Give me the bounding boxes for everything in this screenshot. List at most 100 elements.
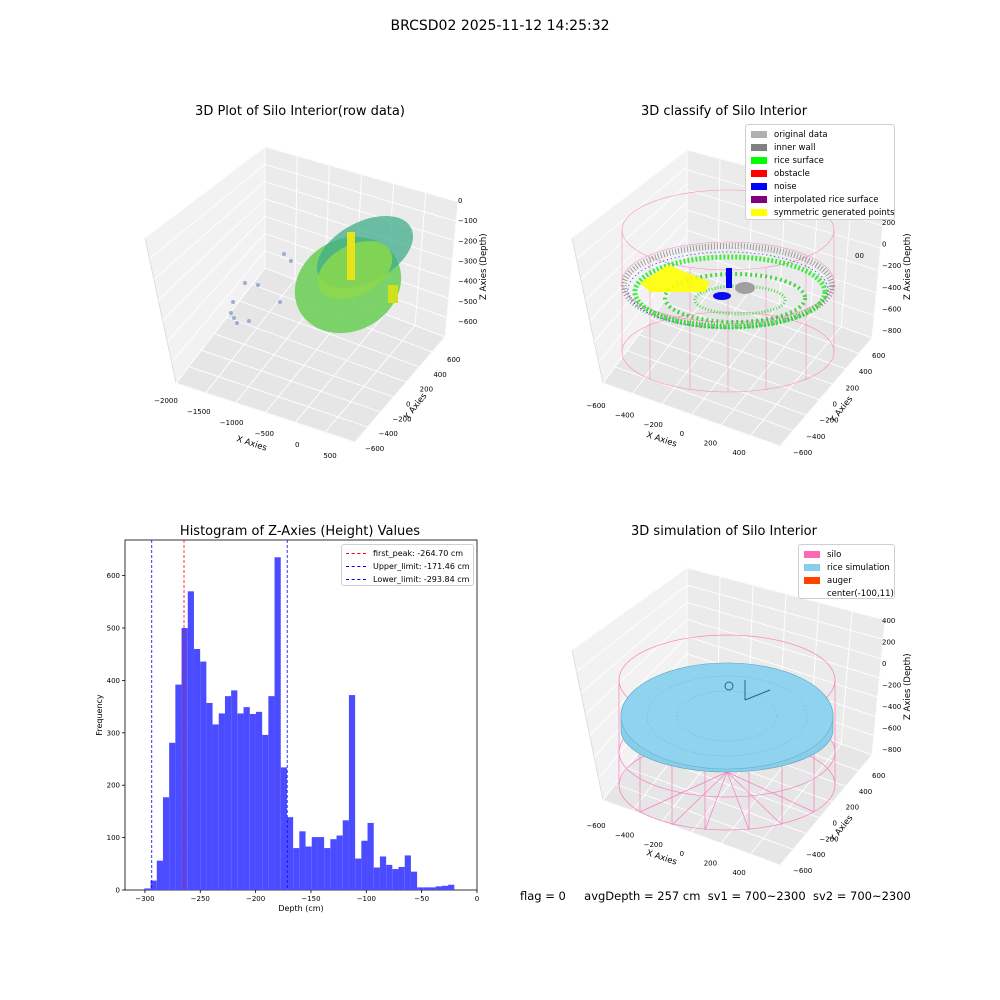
histogram-y-tick-label: 500 — [107, 625, 120, 633]
histogram-bar — [193, 648, 201, 890]
histogram-x-tick-label: −250 — [191, 895, 210, 903]
legend-line-sample — [346, 553, 366, 554]
histogram-bar — [324, 848, 331, 890]
legend-entry-center: center(-100,11) — [804, 587, 894, 600]
pane-grid-line — [264, 181, 455, 242]
histogram-bar — [224, 696, 232, 890]
x-tick-label: −1000 — [220, 419, 244, 427]
z-tick-label: −600 — [882, 305, 901, 313]
legend-entry-rice-simulation: rice simulation — [804, 561, 890, 574]
figure-suptitle: BRCSD02 2025-11-12 14:25:32 — [390, 18, 610, 34]
pane-grid-line — [580, 601, 688, 694]
panel2-panes — [571, 149, 886, 447]
panel4-legend: silo rice simulation auger center(-100,1… — [798, 544, 895, 599]
pane-grid-line — [162, 215, 266, 322]
histogram-bar — [386, 864, 393, 890]
y-tick-label: 200 — [846, 384, 859, 392]
legend-entry-first-peak: first_peak: -264.70 cm — [346, 547, 469, 560]
pane-grid-line — [144, 146, 266, 239]
histogram-y-tick-label: 300 — [107, 729, 120, 737]
legend-entry-original-data: original data — [751, 128, 889, 141]
histogram-bar — [144, 888, 151, 890]
histogram-bar — [379, 856, 387, 890]
y-tick-label: −600 — [793, 867, 812, 875]
x-tick-label: 200 — [704, 860, 717, 868]
histogram-bar — [417, 887, 424, 890]
pane-grid-line — [779, 754, 873, 866]
histogram-bar — [441, 885, 449, 890]
legend-swatch — [804, 551, 820, 558]
pane-grid-line — [354, 336, 446, 443]
x-tick-label: −1500 — [187, 408, 211, 416]
z-tick-label: 0 — [882, 660, 886, 668]
legend-entry-noise: noise — [751, 180, 889, 193]
legend-swatch — [751, 170, 767, 177]
legend-swatch — [751, 209, 767, 216]
histogram-bar — [330, 839, 337, 890]
panel1-point-cloud — [229, 215, 414, 334]
panel2-z-tick-partial: 00 — [855, 252, 864, 260]
status-flag: flag = 0 — [520, 889, 566, 903]
pane-grid-line — [720, 315, 811, 426]
histogram-bar — [299, 831, 306, 890]
legend-entry-upper-limit: Upper_limit: -171.46 cm — [346, 560, 470, 573]
histogram-bar — [187, 591, 194, 890]
histogram-bar — [218, 713, 225, 890]
pane-grid-line — [602, 382, 781, 447]
pane-grid-line — [686, 636, 878, 698]
legend-swatch — [751, 157, 767, 164]
y-tick-label: 400 — [859, 368, 872, 376]
pane-grid-line — [444, 201, 459, 338]
legend-swatch — [751, 196, 767, 203]
y-tick-label: −400 — [379, 430, 398, 438]
panel4-auger — [724, 680, 771, 701]
z-tick-label: −200 — [882, 682, 901, 690]
pane-grid-line — [589, 636, 688, 737]
histogram-x-tick-label: 0 — [475, 895, 479, 903]
histogram-bar — [355, 858, 362, 890]
histogram-bar — [162, 797, 170, 890]
pane-grid-line — [226, 316, 407, 383]
histogram-bar — [274, 557, 281, 890]
histogram-bar — [249, 713, 256, 890]
z-tick-label: 0 — [458, 197, 462, 205]
histogram-bar — [404, 855, 411, 890]
y-tick-label: −200 — [392, 415, 411, 423]
pane-grid-line — [201, 349, 381, 413]
histogram-bar — [150, 880, 157, 890]
histogram-y-tick-label: 600 — [107, 572, 120, 580]
pane-grid-line — [686, 567, 886, 621]
x-tick-label: 400 — [732, 449, 745, 457]
histogram-x-tick-label: −150 — [301, 895, 320, 903]
y-tick-label: −600 — [793, 449, 812, 457]
legend-entry-inner-wall: inner wall — [751, 141, 889, 154]
y-tick-label: −400 — [806, 851, 825, 859]
x-tick-label: 0 — [295, 441, 299, 449]
pane-grid-line — [571, 567, 688, 651]
pane-grid-line — [686, 249, 875, 316]
histogram-x-tick-label: −50 — [414, 895, 429, 903]
pane-grid-line — [840, 611, 853, 744]
pane-grid-line — [580, 183, 688, 280]
panel4-x-label: X Axies — [645, 848, 678, 867]
histogram-bar — [398, 866, 405, 890]
histogram-bar — [156, 860, 163, 890]
histogram-y-tick-label: 200 — [107, 782, 120, 790]
pane-grid-line — [264, 146, 459, 203]
pane-grid-line — [779, 337, 873, 447]
legend-entry-lower-limit: Lower_limit: -293.84 cm — [346, 573, 469, 586]
y-tick-label: 600 — [447, 356, 460, 364]
z-tick-label: −600 — [882, 725, 901, 733]
pane-grid-line — [686, 209, 879, 271]
pane-grid-line — [626, 350, 807, 416]
histogram-bar — [262, 734, 269, 890]
histogram-bar — [317, 837, 325, 890]
z-tick-label: 0 — [882, 241, 886, 249]
pane-grid-line — [576, 584, 688, 672]
panel2-obstacle-noise — [713, 268, 755, 300]
y-tick-label: 0 — [406, 401, 410, 409]
pane-grid-line — [686, 584, 884, 640]
histogram-bar — [429, 887, 436, 890]
status-line: flag = 0 avgDepth = 257 cm sv1 = 700~230… — [520, 889, 911, 903]
